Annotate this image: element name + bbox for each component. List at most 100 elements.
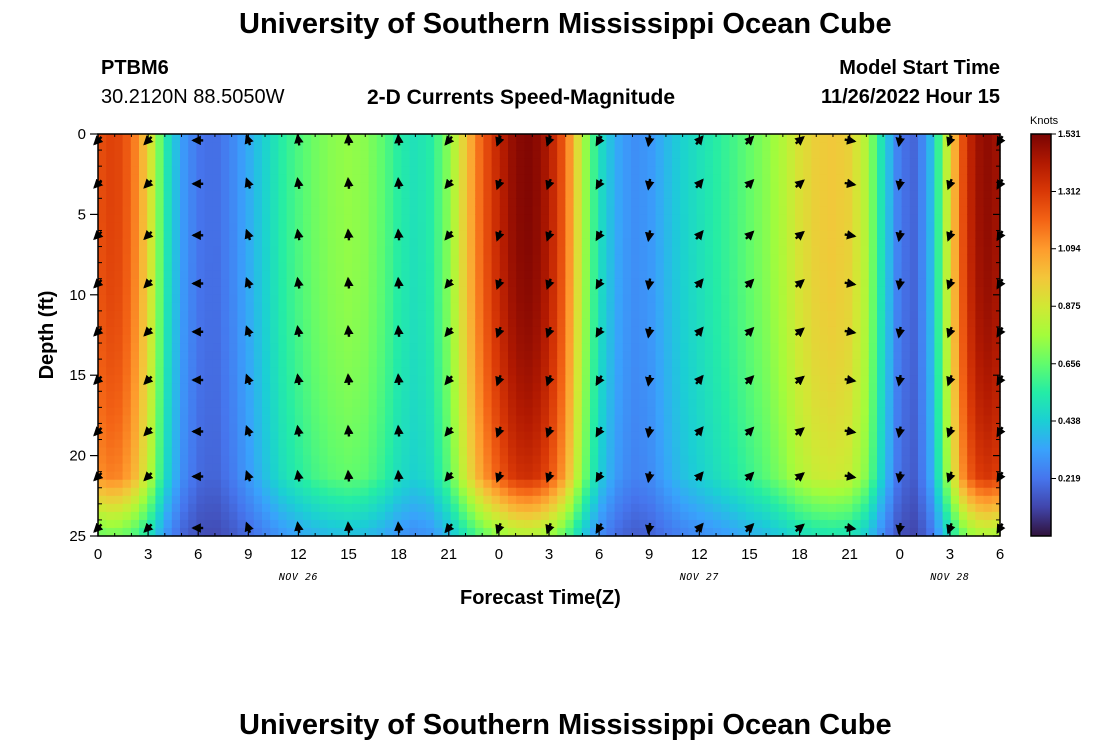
heatmap-cell — [622, 447, 632, 457]
heatmap-cell — [212, 431, 222, 441]
heatmap-cell — [893, 399, 903, 408]
heatmap-cell — [417, 527, 427, 537]
heatmap-cell — [262, 351, 271, 360]
heatmap-cell — [557, 431, 566, 441]
heatmap-cell — [401, 238, 411, 248]
heatmap-cell — [196, 439, 206, 449]
heatmap-cell — [590, 190, 599, 199]
heatmap-cell — [401, 222, 411, 232]
heatmap-cell — [385, 407, 394, 416]
heatmap-cell — [385, 359, 394, 368]
heatmap-cell — [114, 487, 124, 497]
heatmap-cell — [237, 367, 247, 376]
heatmap-cell — [458, 230, 468, 240]
heatmap-cell — [508, 158, 517, 167]
heatmap-cell — [631, 262, 640, 272]
heatmap-cell — [450, 302, 460, 312]
heatmap-cell — [532, 447, 542, 457]
heatmap-cell — [270, 503, 279, 513]
heatmap-cell — [721, 359, 730, 368]
heatmap-cell — [352, 294, 361, 304]
heatmap-cell — [885, 391, 894, 400]
heatmap-cell — [270, 182, 279, 191]
heatmap-cell — [352, 134, 361, 143]
heatmap-cell — [303, 326, 312, 336]
heatmap-cell — [631, 302, 640, 312]
heatmap-cell — [253, 479, 263, 489]
heatmap-cell — [245, 487, 255, 497]
heatmap-cell — [795, 463, 804, 473]
heatmap-cell — [294, 335, 304, 344]
heatmap-cell — [237, 302, 247, 312]
heatmap-cell — [294, 455, 304, 465]
heatmap-cell — [360, 318, 370, 328]
heatmap-cell — [286, 335, 296, 344]
heatmap-cell — [253, 142, 263, 151]
heatmap-cell — [188, 415, 197, 425]
heatmap-cell — [426, 423, 435, 433]
heatmap-cell — [557, 246, 566, 256]
heatmap-cell — [655, 487, 665, 497]
heatmap-cell — [294, 158, 304, 167]
heatmap-cell — [286, 495, 296, 505]
heatmap-cell — [327, 343, 337, 352]
heatmap-cell — [311, 463, 320, 473]
heatmap-cell — [360, 222, 370, 232]
heatmap-cell — [401, 479, 411, 489]
heatmap-cell — [778, 479, 788, 489]
heatmap-cell — [655, 343, 665, 352]
heatmap-cell — [811, 415, 821, 425]
heatmap-cell — [647, 391, 657, 400]
heatmap-cell — [827, 367, 837, 376]
heatmap-cell — [606, 294, 616, 304]
heatmap-cell — [385, 294, 394, 304]
heatmap-cell — [139, 487, 148, 497]
heatmap-cell — [491, 222, 501, 232]
heatmap-cell — [852, 302, 862, 312]
heatmap-cell — [614, 351, 624, 360]
heatmap-cell — [385, 278, 394, 288]
heatmap-cell — [409, 222, 419, 232]
heatmap-cell — [622, 214, 632, 224]
heatmap-cell — [204, 142, 214, 151]
heatmap-cell — [803, 503, 812, 513]
heatmap-cell — [139, 254, 148, 264]
heatmap-cell — [401, 335, 411, 344]
heatmap-cell — [532, 423, 542, 433]
heatmap-cell — [836, 375, 845, 384]
heatmap-cell — [401, 326, 411, 336]
heatmap-cell — [590, 262, 599, 272]
heatmap-cell — [729, 431, 739, 441]
heatmap-cell — [672, 158, 681, 167]
heatmap-cell — [352, 351, 361, 360]
heatmap-cell — [786, 134, 796, 143]
heatmap-cell — [458, 383, 468, 392]
heatmap-cell — [368, 310, 378, 320]
heatmap-cell — [475, 431, 484, 441]
heatmap-cell — [360, 246, 370, 256]
heatmap-cell — [688, 262, 698, 272]
heatmap-cell — [426, 455, 435, 465]
heatmap-cell — [458, 318, 468, 328]
heatmap-cell — [770, 230, 780, 240]
heatmap-cell — [778, 447, 788, 457]
heatmap-cell — [368, 302, 378, 312]
heatmap-cell — [245, 150, 255, 159]
heatmap-cell — [827, 310, 837, 320]
heatmap-cell — [762, 431, 771, 441]
heatmap-cell — [877, 254, 886, 264]
heatmap-cell — [122, 447, 132, 457]
heatmap-cell — [188, 351, 197, 360]
heatmap-cell — [376, 166, 386, 175]
heatmap-cell — [754, 158, 763, 167]
heatmap-cell — [450, 367, 460, 376]
heatmap-cell — [795, 367, 804, 376]
heatmap-cell — [352, 174, 361, 183]
heatmap-cell — [581, 479, 591, 489]
heatmap-cell — [335, 150, 345, 159]
heatmap-cell — [393, 246, 402, 256]
heatmap-cell — [860, 238, 870, 248]
heatmap-cell — [409, 238, 419, 248]
heatmap-cell — [163, 463, 173, 473]
heatmap-cell — [352, 415, 361, 425]
